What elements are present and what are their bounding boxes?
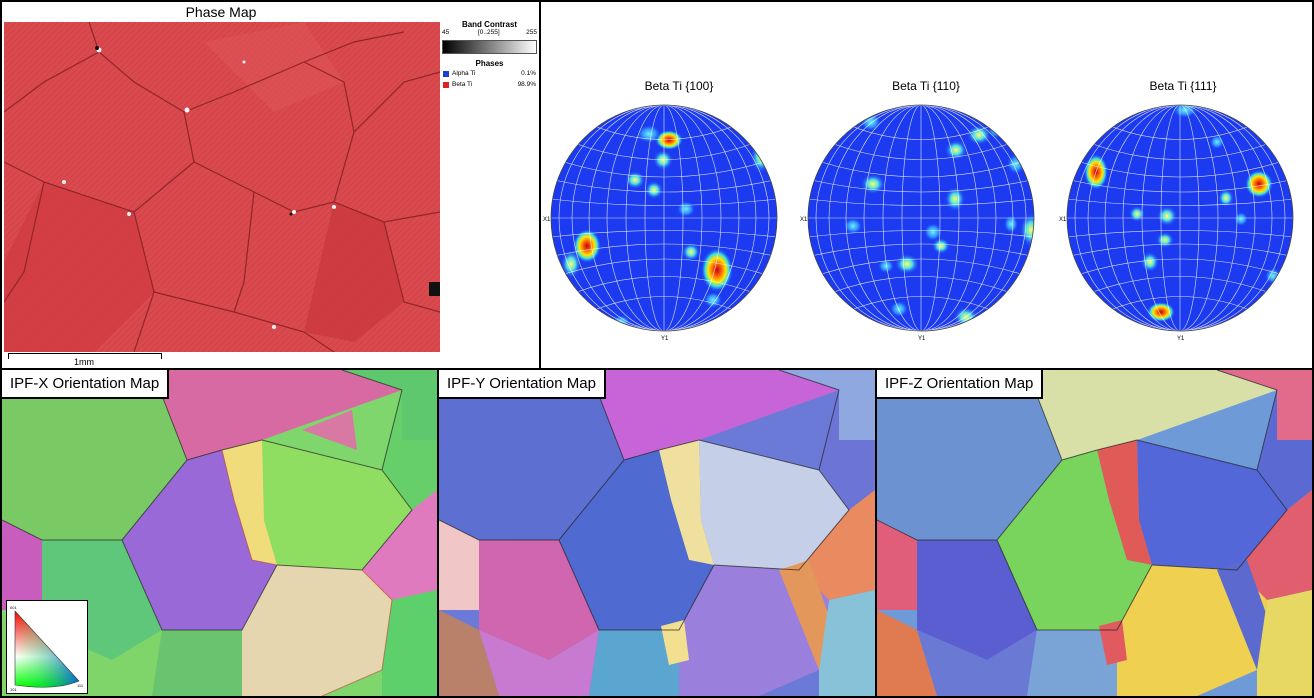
beta-ti-percent: 98.9% [517, 81, 536, 88]
phase-row-beta: Beta Ti 98.9% [440, 81, 539, 92]
phase-map-title: Phase Map [185, 4, 257, 20]
phase-map-panel: Phase Map [0, 0, 541, 370]
band-contrast-range: 45 [0..255] 255 [440, 29, 539, 39]
ipf-y-title: IPF-Y Orientation Map [439, 370, 606, 399]
ipf-y-map-image [439, 370, 875, 696]
pf3-y-label: Y1 [1177, 336, 1185, 342]
phase-map-legend: Band Contrast 45 [0..255] 255 Phases Alp… [440, 20, 539, 350]
ipf-z-panel: IPF-Z Orientation Map [875, 368, 1314, 698]
ipf-x-panel: IPF-X Orientation Map 001 101 111 [0, 368, 439, 698]
ipf-color-key: 001 101 111 [6, 600, 88, 694]
pole-figure-111: X1 Y1 [1059, 104, 1294, 342]
ipf-key-111: 111 [77, 683, 84, 688]
band-contrast-max: 255 [526, 29, 537, 36]
pf2-y-label: Y1 [918, 336, 926, 342]
ipf-key-101: 101 [10, 687, 17, 692]
pole-figure-100: X1 Y1 [543, 104, 778, 342]
band-contrast-min: 45 [442, 29, 450, 36]
pf1-x-label: X1 [543, 217, 551, 223]
beta-ti-swatch [443, 82, 449, 88]
pf1-y-label: Y1 [661, 336, 669, 342]
pole-title-111: Beta Ti {111} [1149, 79, 1217, 93]
pole-title-100: Beta Ti {100} [644, 79, 714, 93]
ipf-key-001: 001 [10, 605, 17, 610]
band-contrast-gradient [442, 40, 537, 54]
pf3-x-label: X1 [1059, 217, 1067, 223]
alpha-ti-swatch [443, 71, 449, 77]
pole-figure-110: X1 Y1 [800, 104, 1035, 342]
pole-title-110: Beta Ti {110} [892, 79, 960, 93]
ipf-x-title: IPF-X Orientation Map [2, 370, 170, 399]
pole-figure-panel: Beta Ti {100} Beta Ti {110} Beta Ti {111… [539, 0, 1314, 370]
phase-map-image [4, 22, 440, 352]
alpha-ti-percent: 0.1% [521, 70, 536, 77]
ipf-z-title: IPF-Z Orientation Map [877, 370, 1044, 399]
pole-figures-svg: X1 Y1 [543, 104, 1294, 342]
band-contrast-title: Band Contrast [461, 20, 518, 29]
beta-ti-label: Beta Ti [452, 81, 473, 88]
band-contrast-range-label: [0..255] [478, 29, 500, 36]
ipf-y-panel: IPF-Y Orientation Map [437, 368, 877, 698]
scale-bar [8, 353, 162, 359]
phase-row-alpha: Alpha Ti 0.1% [440, 70, 539, 81]
pf2-x-label: X1 [800, 217, 808, 223]
ipf-z-map-image [877, 370, 1312, 696]
alpha-ti-label: Alpha Ti [452, 70, 476, 77]
phases-title: Phases [475, 59, 504, 68]
scale-bar-label: 1mm [74, 357, 94, 367]
